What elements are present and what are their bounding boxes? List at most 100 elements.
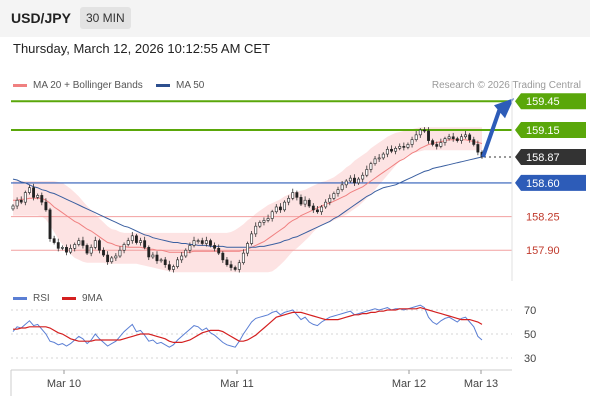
candle-body — [283, 201, 286, 211]
symbol-label: USD/JPY — [11, 10, 71, 26]
candle-body — [209, 240, 212, 246]
candle-body — [451, 136, 455, 139]
level-tag-159.45 — [515, 93, 586, 110]
candle-body — [233, 267, 237, 270]
rsi-line — [12, 304, 483, 348]
candle-body — [97, 240, 101, 251]
candle-body — [278, 206, 282, 211]
candle-body — [11, 205, 15, 210]
candle-body — [303, 199, 307, 205]
candle-body — [221, 252, 225, 261]
candle-body — [262, 220, 266, 223]
candle-body — [134, 235, 138, 243]
candle-body — [180, 255, 184, 261]
candle-body — [188, 245, 192, 251]
candle-body — [439, 142, 443, 147]
candle-body — [427, 130, 430, 141]
candle-body — [468, 134, 472, 140]
candle-body — [32, 187, 36, 198]
ma50-swatch — [156, 84, 170, 87]
candle-body — [163, 259, 167, 265]
legend-ma20-label: MA 20 + Bollinger Bands — [33, 80, 143, 91]
level-tag-158.87 — [515, 148, 586, 165]
timeframe-button[interactable]: 30 MIN — [80, 7, 131, 29]
candle-body — [73, 244, 77, 249]
rsi-swatch — [13, 297, 27, 300]
candle-body — [295, 192, 299, 198]
legend-9ma: 9MA — [62, 293, 103, 304]
candle-body — [114, 255, 118, 259]
candle-body — [332, 193, 336, 199]
level-label-158.25: 158.25 — [526, 212, 560, 224]
candle-body — [213, 245, 217, 249]
candle-body — [167, 264, 171, 270]
timestamp: Thursday, March 12, 2026 10:12:55 AM CET — [13, 41, 271, 56]
candle-body — [155, 254, 159, 262]
bollinger-band — [13, 127, 482, 273]
level-label-158.87: 158.87 — [526, 152, 560, 164]
candle-body — [200, 240, 204, 244]
candle-body — [241, 252, 245, 264]
candle-body — [394, 148, 398, 152]
candle-body — [336, 189, 340, 194]
candle-body — [102, 249, 105, 256]
candle-body — [106, 254, 110, 263]
candle-body — [184, 249, 188, 257]
candle-body — [398, 146, 402, 149]
x-label-mar-12: Mar 12 — [392, 378, 426, 390]
candle-body — [316, 209, 319, 213]
candle-body — [324, 201, 328, 208]
rsi-tick-30: 30 — [524, 353, 536, 365]
candle-body — [431, 140, 435, 145]
candle-body — [340, 184, 344, 190]
x-label-mar-10: Mar 10 — [47, 378, 81, 390]
candle-body — [23, 192, 27, 203]
candle-body — [225, 259, 229, 265]
candle-body — [52, 238, 56, 243]
projection-arrow — [481, 107, 502, 158]
legend-rsi: RSI — [13, 293, 50, 304]
level-label-159.15: 159.15 — [526, 125, 560, 137]
candle-body — [422, 129, 426, 132]
candle-body — [15, 199, 19, 207]
candle-body — [435, 144, 439, 147]
candle-body — [328, 198, 332, 203]
candle-body — [19, 199, 23, 203]
level-label-157.90: 157.90 — [526, 245, 560, 257]
candle-body — [237, 262, 241, 270]
candle-body — [274, 206, 278, 213]
candle-body — [44, 201, 48, 211]
candle-body — [385, 148, 389, 155]
candle-body — [472, 139, 476, 145]
candle-body — [81, 240, 85, 246]
candle-body — [443, 138, 447, 143]
candle-body — [414, 134, 418, 140]
candle-body — [381, 153, 385, 159]
candle-body — [348, 177, 352, 182]
rsi-tick-50: 50 — [524, 329, 536, 341]
candle-body — [476, 144, 480, 153]
rsi-9ma-line — [13, 306, 483, 343]
candle-body — [143, 240, 147, 248]
candle-body — [118, 249, 122, 257]
x-label-mar-11: Mar 11 — [220, 378, 253, 390]
candle-body — [48, 209, 52, 239]
candle-body — [270, 211, 274, 219]
candle-body — [56, 242, 60, 249]
candle-body — [172, 266, 175, 270]
level-tag-158.60 — [515, 174, 586, 191]
candle-body — [406, 144, 410, 148]
candle-body — [229, 264, 233, 268]
candle-body — [130, 235, 134, 241]
candle-body — [365, 169, 369, 176]
candle-body — [287, 198, 291, 203]
candle-body — [291, 192, 295, 199]
candle-body — [151, 254, 155, 258]
projection-arrow-head — [494, 98, 514, 119]
candle-body — [459, 136, 463, 141]
candle-body — [464, 134, 467, 138]
level-tag-159.15 — [515, 122, 586, 139]
legend-ma50-label: MA 50 — [176, 80, 205, 91]
candle-body — [250, 233, 254, 244]
legend-ma20: MA 20 + Bollinger Bands — [13, 80, 143, 91]
